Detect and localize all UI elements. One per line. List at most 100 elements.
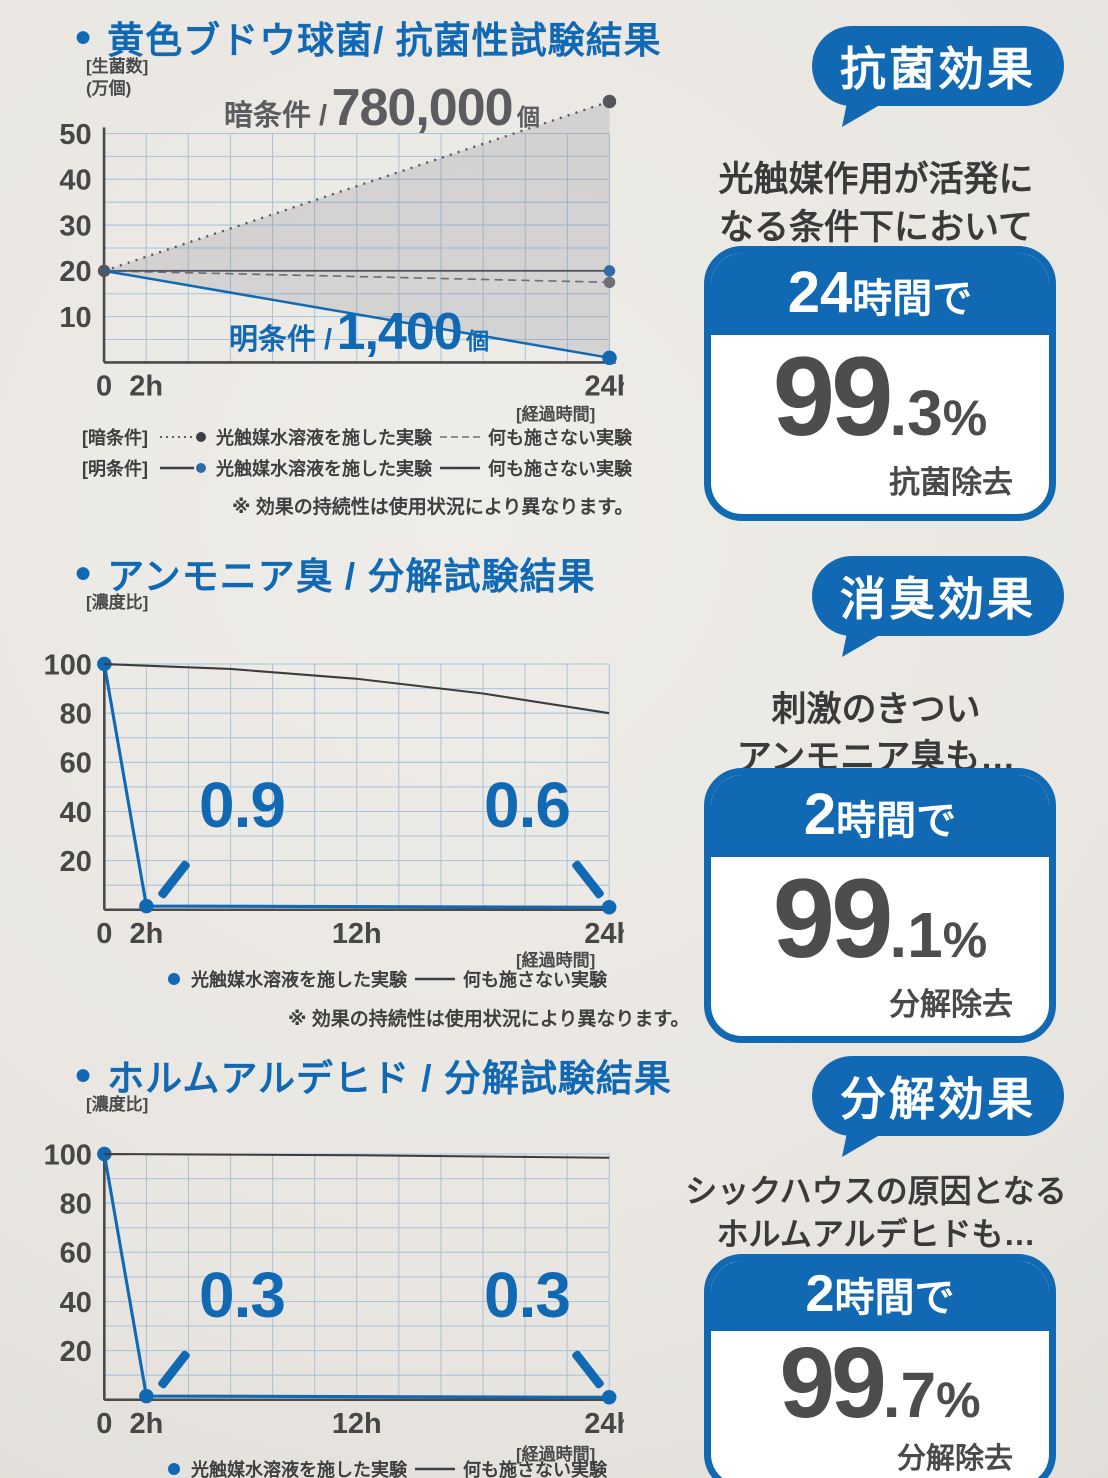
light-condition-value: 1,400 <box>336 303 463 361</box>
bubble2-text: 消臭効果 <box>840 573 1036 625</box>
chart2-legend-item1: 光触媒水溶液を施した実験 <box>191 970 407 990</box>
badge2-time-band: 2時間で <box>711 775 1049 857</box>
badge2-percentage: 99.1% <box>711 857 1049 975</box>
chart2-note: ※ 効果の持続性は使用状況により異なります。 <box>288 1009 690 1030</box>
svg-text:50: 50 <box>59 119 91 151</box>
effect-bubble-decomposition: 分解効果 <box>812 1056 1064 1136</box>
badge3-pct-dec: .7 <box>882 1359 937 1432</box>
result-badge-decomposition: 2時間で 99.7% 分解除去 <box>704 1254 1056 1478</box>
effect-bubble-deodorizing: 消臭効果 <box>812 556 1064 636</box>
svg-text:80: 80 <box>60 699 92 731</box>
section1-title-text: 黄色ブドウ球菌/ 抗菌性試験結果 <box>107 20 662 61</box>
svg-text:0: 0 <box>96 1408 112 1437</box>
svg-text:80: 80 <box>60 1189 92 1221</box>
chart2-legend-item2: 何も施さない実験 <box>463 970 607 990</box>
bullet-icon: ● <box>74 1058 94 1091</box>
chart3-y-unit: [濃度比] <box>86 1095 149 1114</box>
svg-text:60: 60 <box>60 1238 92 1270</box>
badge1-pct-dec: .3 <box>889 376 943 449</box>
chart1-legend-dark-row: [暗条件] 光触媒水溶液を施した実験 何も施さない実験 <box>82 424 632 450</box>
chart2-value-24h: 0.6 <box>484 769 571 841</box>
svg-text:24h: 24h <box>584 918 624 947</box>
legend-solid-line-icon <box>415 977 455 981</box>
chart3-value-2h: 0.3 <box>199 1259 286 1331</box>
legend-blue-dot-icon <box>168 973 180 985</box>
dark-condition-unit: 個 <box>517 104 540 130</box>
svg-text:100: 100 <box>44 649 92 681</box>
section1-title: ● 黄色ブドウ球菌/ 抗菌性試験結果 <box>74 10 662 64</box>
svg-text:12h: 12h <box>332 918 382 947</box>
chart3-legend-row: 光触媒水溶液を施した実験 何も施さない実験 <box>165 1456 607 1478</box>
result-badge-antibacterial: 24時間で 99.3% 抗菌除去 <box>704 246 1056 521</box>
badge2-pct-dec: .1 <box>889 898 943 971</box>
chart3-legend-item2: 何も施さない実験 <box>463 1460 607 1478</box>
chart3-x-axis-unit: [経過時間] <box>516 1445 596 1464</box>
badge2-time-value: 2 <box>803 782 837 847</box>
chart1-x-axis-unit: [経過時間] <box>516 405 596 424</box>
svg-text:2h: 2h <box>129 918 163 947</box>
svg-text:60: 60 <box>60 748 92 780</box>
badge3-time-band: 2時間で <box>711 1261 1049 1332</box>
chart2-legend-row: 光触媒水溶液を施した実験 何も施さない実験 <box>165 966 607 992</box>
badge1-pct-sign: % <box>942 389 988 446</box>
legend-solid-line-icon <box>415 1467 455 1471</box>
callout3-desc-line2: ホルムアルデヒドも… <box>716 1216 1036 1253</box>
section2-title: ● アンモニア臭 / 分解試験結果 <box>74 546 595 600</box>
chart3-legend-item1: 光触媒水溶液を施した実験 <box>191 1460 407 1478</box>
callout1-desc-line2: なる条件下において <box>719 208 1033 248</box>
chart2-value-2h: 0.9 <box>199 769 286 841</box>
legend-solid-line-icon <box>440 466 480 470</box>
svg-text:30: 30 <box>59 210 91 242</box>
section3-title: ● ホルムアルデヒド / 分解試験結果 <box>74 1048 672 1102</box>
badge1-time-band: 24時間で <box>711 253 1049 335</box>
badge3-time-suffix: 時間で <box>834 1276 955 1320</box>
badge1-percentage: 99.3% <box>711 335 1049 453</box>
dark-condition-prefix: 暗条件 / <box>224 100 328 132</box>
bullet-icon: ● <box>74 556 94 589</box>
callout3-description: シックハウスの原因となる ホルムアルデヒドも… <box>680 1170 1072 1256</box>
light-condition-unit: 個 <box>466 328 490 354</box>
svg-text:100: 100 <box>44 1139 92 1171</box>
chart3-plot: 20 40 60 80 100 0 2h 12h 24h <box>44 1139 624 1437</box>
badge2-pct-sign: % <box>942 911 988 968</box>
svg-text:2h: 2h <box>129 1408 163 1437</box>
chart1-y-unit-line1: [生菌数] <box>86 57 149 76</box>
legend-solid-line-dot-icon <box>160 463 206 473</box>
callout1-description: 光触媒作用が活発に なる条件下において <box>688 156 1064 253</box>
callout3-desc-line1: シックハウスの原因となる <box>685 1173 1067 1209</box>
svg-text:40: 40 <box>60 797 92 829</box>
chart2-y-axis-unit: [濃度比] <box>86 592 148 614</box>
chart1-dark-condition-label: 暗条件 / 780,000 個 <box>224 78 540 138</box>
legend-dark-tag: [暗条件] <box>82 428 148 448</box>
svg-text:12h: 12h <box>332 1408 382 1437</box>
chart2: 20 40 60 80 100 0 2h 12h 24h 0.9 0.6 <box>44 618 624 947</box>
legend-dark-item1: 光触媒水溶液を施した実験 <box>216 428 432 448</box>
svg-text:20: 20 <box>60 846 92 878</box>
bubble1-text: 抗菌効果 <box>840 43 1036 95</box>
chart1-light-condition-label: 明条件 / 1,400 個 <box>229 302 489 362</box>
light-condition-prefix: 明条件 / <box>229 324 333 356</box>
legend-light-tag: [明条件] <box>82 459 148 479</box>
svg-text:10: 10 <box>59 302 91 334</box>
badge1-pct-int: 99 <box>772 333 894 459</box>
badge1-time-value: 24 <box>787 260 853 325</box>
bubble3-text: 分解効果 <box>840 1073 1036 1125</box>
svg-text:20: 20 <box>59 256 91 288</box>
svg-text:2h: 2h <box>129 371 163 403</box>
chart1-y-unit-line2: (万個) <box>86 79 132 99</box>
chart2-plot: 20 40 60 80 100 0 2h 12h 24h <box>44 649 624 947</box>
badge3-pct-sign: % <box>936 1372 981 1429</box>
svg-text:24h: 24h <box>584 1408 624 1437</box>
callout1-desc-line1: 光触媒作用が活発に <box>718 160 1034 199</box>
chart1: 10 20 30 40 50 0 2h 24h 暗条件 / 780,000 個 明条件 / 1… <box>44 64 624 406</box>
svg-text:40: 40 <box>59 165 91 197</box>
chart3-value-24h: 0.3 <box>484 1259 571 1331</box>
chart1-y-axis-unit: [生菌数] (万個) <box>86 56 148 100</box>
legend-blue-dot-icon <box>168 1463 180 1475</box>
svg-text:24h: 24h <box>585 371 624 403</box>
chart1-plot: 10 20 30 40 50 0 2h 24h <box>59 94 624 403</box>
callout2-desc-line1: 刺激のきつい <box>771 690 981 729</box>
section2-title-text: アンモニア臭 / 分解試験結果 <box>107 556 596 597</box>
bullet-icon: ● <box>74 20 94 53</box>
